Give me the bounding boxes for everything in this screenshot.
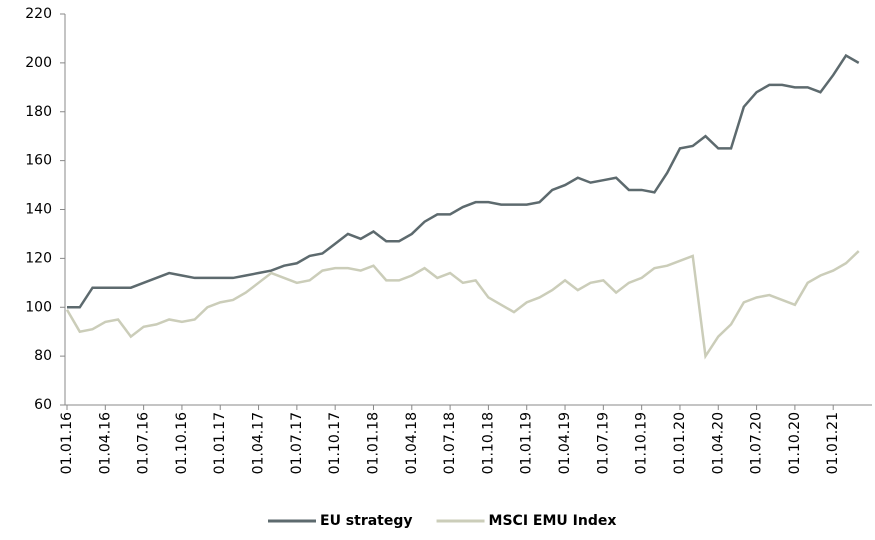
y-tick-label: 200 [25,55,52,71]
x-tick-label: 01.01.19 [519,412,535,474]
x-tick-label: 01.04.17 [251,412,267,474]
x-tick-label: 01.04.16 [97,412,113,474]
x-tick-label: 01.07.17 [289,412,305,474]
series-line [67,53,860,309]
x-tick-label: 01.07.18 [442,412,458,474]
x-tick-label: 01.01.20 [672,412,688,474]
x-tick-label: 01.10.17 [327,412,343,474]
x-tick-label: 01.10.16 [174,412,190,474]
legend-label: EU strategy [320,513,413,529]
x-tick-label: 01.01.16 [59,412,75,474]
y-tick-label: 120 [25,250,52,266]
x-tick-label: 01.07.19 [595,412,611,474]
x-tick-label: 01.10.18 [480,412,496,474]
y-tick-label: 160 [25,153,52,169]
y-tick-label: 140 [25,202,52,218]
x-tick-label: 01.10.20 [787,412,803,474]
series-line [65,250,860,360]
x-tick-label: 01.04.18 [404,412,420,474]
x-tick-label: 01.07.20 [749,412,765,474]
legend-label: MSCI EMU Index [489,513,617,529]
x-tick-label: 01.10.19 [634,412,650,474]
x-tick-label: 01.04.20 [710,412,726,474]
y-tick-label: 180 [25,104,52,120]
x-tick-label: 01.01.17 [212,412,228,474]
x-tick-label: 01.01.21 [825,412,841,474]
y-tick-label: 100 [25,299,52,315]
y-tick-label: 80 [34,348,52,364]
y-tick-label: 220 [25,6,52,22]
y-tick-label: 60 [34,397,52,413]
x-tick-label: 01.04.19 [557,412,573,474]
x-tick-label: 01.01.18 [365,412,381,474]
x-tick-label: 01.07.16 [136,412,152,474]
